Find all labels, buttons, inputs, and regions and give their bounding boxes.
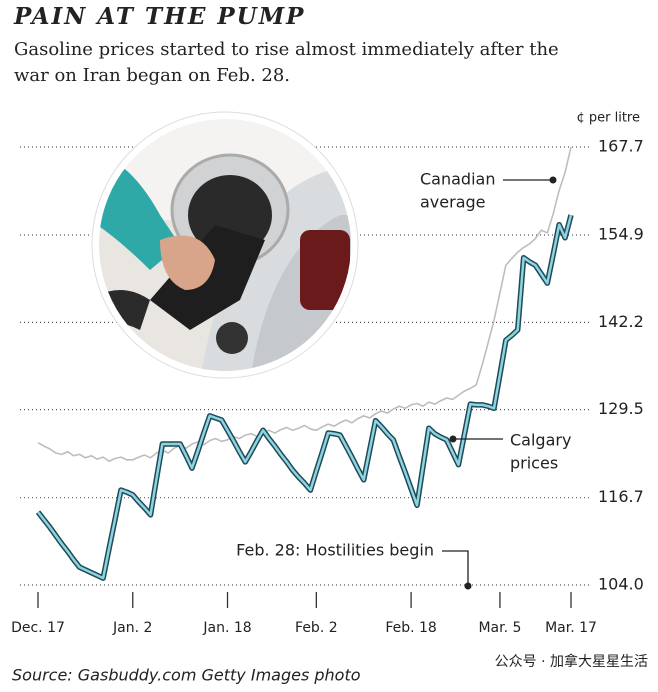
y-tick-label: 154.9: [598, 225, 644, 244]
line: [37, 146, 572, 463]
x-tick-label: Mar. 17: [545, 620, 597, 636]
x-tick-label: Dec. 17: [11, 620, 65, 636]
annotation-dot: [549, 176, 557, 184]
x-tick-label: Mar. 5: [478, 620, 521, 636]
annotation: Canadian: [420, 170, 495, 189]
watermark: 公众号 · 加拿大星星生活: [495, 653, 648, 670]
y-tick-label: 104.0: [598, 575, 644, 594]
annotations: Canadian average Calgary prices Feb. 28:…: [236, 170, 571, 590]
annotation: average: [420, 193, 486, 212]
annotation-dot: [449, 435, 457, 443]
x-tick-label: Jan. 18: [202, 620, 251, 636]
y-unit: ¢ per litre: [576, 111, 640, 126]
annotation-leader: [442, 550, 469, 586]
line: [37, 214, 573, 580]
chart-title: PAIN AT THE PUMP: [13, 3, 305, 30]
annotation: prices: [510, 454, 558, 473]
x-tick-label: Jan. 2: [112, 620, 152, 636]
subtitle: Gasoline prices started to rise almost i…: [14, 39, 559, 60]
y-tick-label: 167.7: [598, 137, 644, 156]
x-tick-label: Feb. 2: [295, 620, 338, 636]
annotation-dot: [464, 582, 472, 590]
y-tick-label: 142.2: [598, 312, 644, 331]
subtitle: war on Iran began on Feb. 28.: [14, 65, 290, 86]
y-tick-label: 129.5: [598, 399, 644, 418]
photo: [91, 111, 359, 379]
source: Source: Gasbuddy.com Getty Images photo: [12, 666, 361, 685]
y-tick-label: 116.7: [598, 487, 644, 506]
x-tick-label: Feb. 18: [385, 620, 437, 636]
annotation: Feb. 28: Hostilities begin: [236, 541, 434, 560]
annotation: Calgary: [510, 431, 571, 450]
